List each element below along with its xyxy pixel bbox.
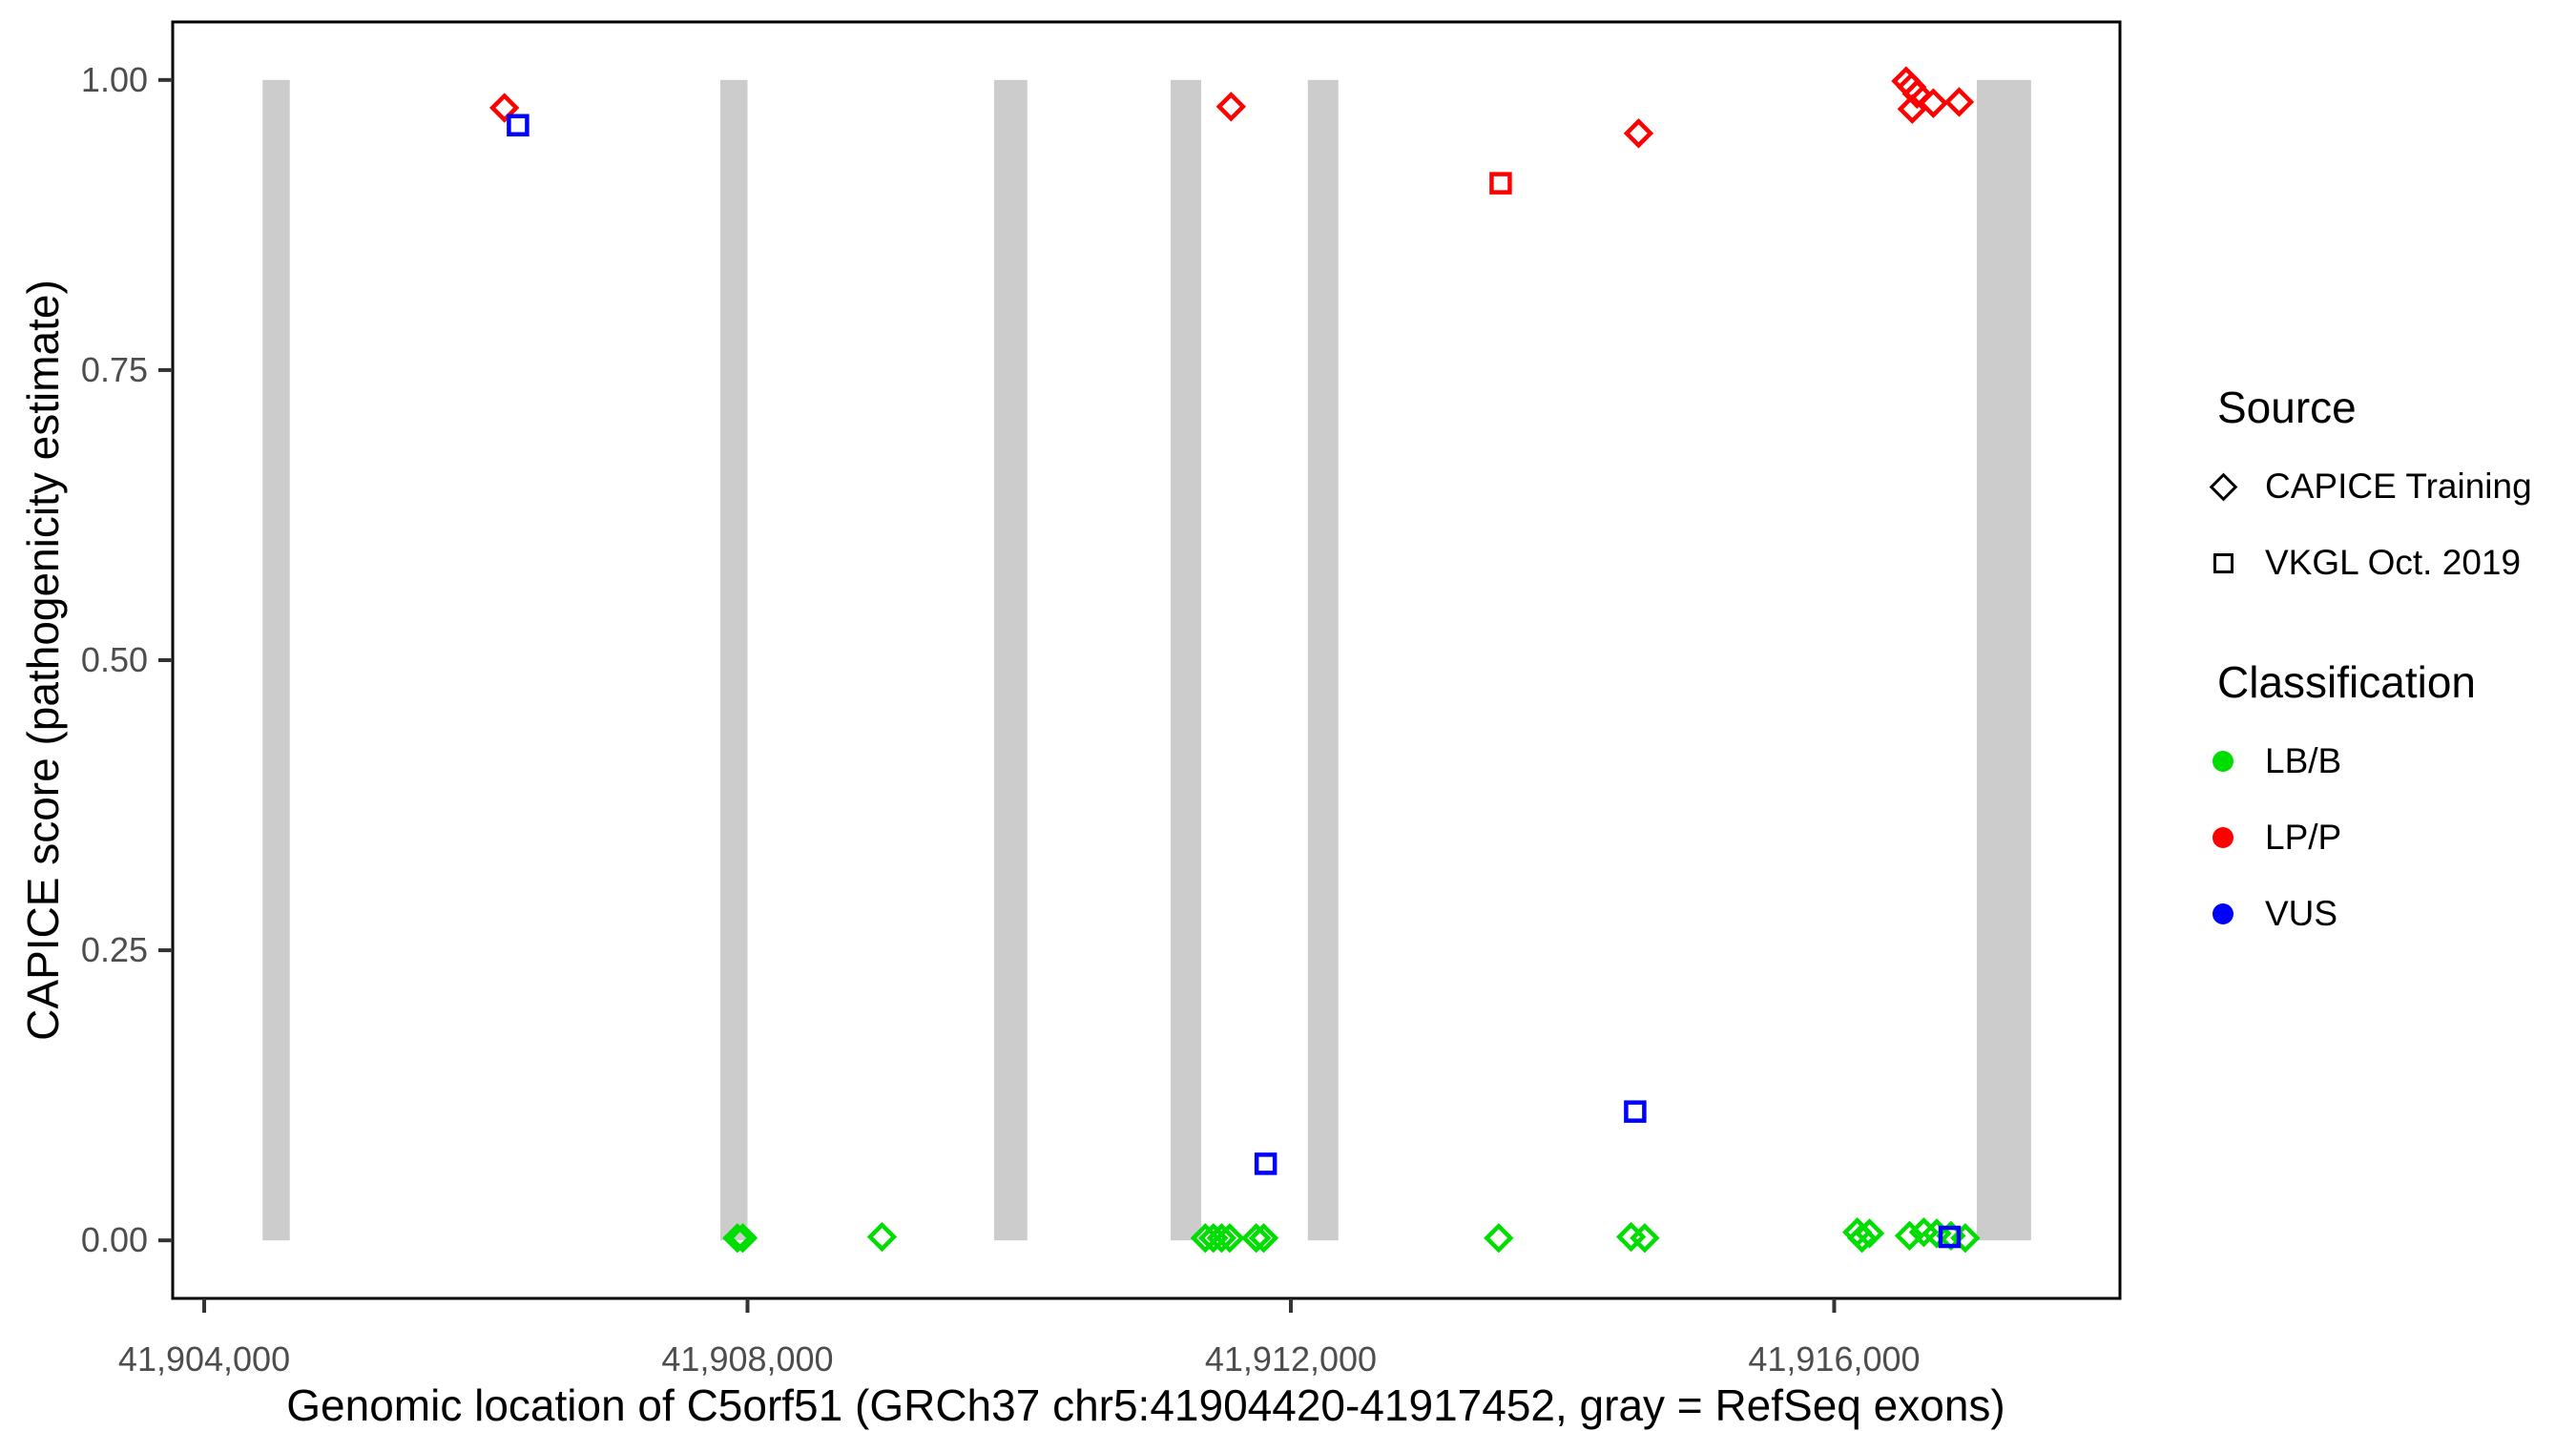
blue-dot-icon	[2212, 903, 2233, 924]
legend-item-label: LB/B	[2265, 741, 2342, 780]
legend-item-lbb: LB/B	[2202, 740, 2576, 782]
data-point-square	[1624, 1100, 1647, 1123]
legend-item-label: VKGL Oct. 2019	[2265, 543, 2522, 582]
y-tick-label: 1.00	[81, 60, 148, 99]
y-tick-label: 0.25	[81, 930, 148, 969]
data-point-diamond	[727, 1223, 758, 1254]
data-point-diamond	[1901, 78, 1932, 110]
legend-item-capice-training: CAPICE Training	[2202, 466, 2576, 508]
data-point-diamond	[1240, 1223, 1272, 1254]
data-point-square	[1254, 1152, 1278, 1175]
legend-classification-title: Classification	[2217, 657, 2476, 707]
data-point-diamond	[866, 1221, 898, 1253]
legend-item-lpp: LP/P	[2202, 817, 2576, 859]
red-dot-icon	[2212, 827, 2233, 848]
legend-item-vkgl: VKGL Oct. 2019	[2202, 542, 2576, 584]
legend-classification: Classification LB/B LP/P VUS	[2202, 656, 2576, 969]
data-point-diamond	[1206, 1223, 1237, 1254]
exon-bar	[1307, 79, 1339, 1241]
data-point-diamond	[722, 1223, 753, 1254]
data-point-square	[1938, 1225, 1962, 1249]
data-point-diamond	[1623, 118, 1654, 149]
data-point-square	[1489, 172, 1512, 195]
data-point-diamond	[1918, 88, 1949, 118]
data-point-diamond	[1630, 1223, 1660, 1254]
legend-item-vus: VUS	[2202, 893, 2576, 935]
legend-item-label: LP/P	[2265, 818, 2342, 857]
x-axis-title: Genomic location of C5orf51 (GRCh37 chr5…	[286, 1380, 2005, 1430]
data-point-diamond	[1943, 87, 1975, 117]
legend-item-label: CAPICE Training	[2265, 467, 2532, 506]
legend-item-label: VUS	[2265, 894, 2338, 933]
data-point-diamond	[1484, 1223, 1514, 1254]
data-point-diamond	[1248, 1223, 1279, 1254]
exon-bar	[1170, 79, 1202, 1241]
data-point-square	[507, 114, 530, 137]
legend-source-title: Source	[2217, 383, 2357, 432]
y-tick-label: 0.75	[81, 350, 148, 389]
exon-bar	[262, 79, 290, 1241]
x-tick-label: 41,916,000	[1748, 1339, 1920, 1379]
data-point-diamond	[1215, 92, 1247, 122]
x-tick-label: 41,912,000	[1205, 1339, 1377, 1379]
exon-bar	[720, 79, 748, 1241]
data-point-diamond	[1854, 1218, 1885, 1249]
panel-border	[171, 20, 2122, 1300]
data-point-diamond	[1846, 1223, 1878, 1254]
y-tick-label: 0.00	[81, 1220, 148, 1259]
diamond-key-icon	[2209, 472, 2237, 501]
x-tick-label: 41,904,000	[118, 1339, 290, 1379]
square-key-icon	[2212, 552, 2233, 573]
exon-bar	[1976, 79, 2031, 1241]
y-tick-label: 0.50	[81, 640, 148, 679]
data-point-diamond	[1215, 1223, 1245, 1254]
data-point-diamond	[1198, 1223, 1229, 1254]
data-point-diamond	[1894, 1220, 1925, 1252]
x-tick-label: 41,908,000	[661, 1339, 833, 1379]
green-dot-icon	[2212, 751, 2233, 772]
data-point-diamond	[488, 93, 520, 123]
exon-bar	[993, 79, 1028, 1241]
y-axis-title: CAPICE score (pathogenicity estimate)	[18, 280, 68, 1041]
legend-source: Source CAPICE Training VKGL Oct. 2019	[2202, 382, 2576, 618]
